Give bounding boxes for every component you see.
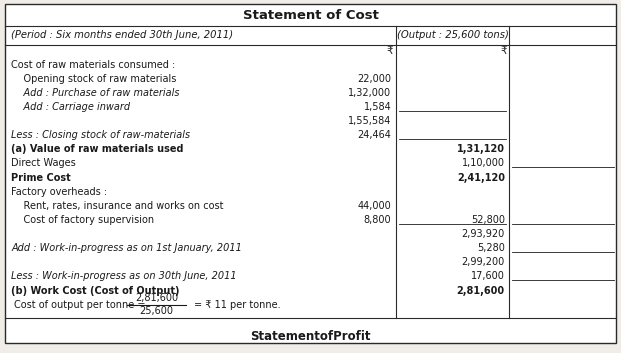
Text: Less : Work-in-progress as on 30th June, 2011: Less : Work-in-progress as on 30th June,… [11, 271, 237, 281]
Text: 5,280: 5,280 [477, 243, 505, 253]
Text: 1,10,000: 1,10,000 [462, 158, 505, 168]
Text: 24,464: 24,464 [357, 130, 391, 140]
Text: Add : Work-in-progress as on 1st January, 2011: Add : Work-in-progress as on 1st January… [11, 243, 242, 253]
Text: StatementofProfit: StatementofProfit [250, 330, 371, 342]
Text: Cost of raw materials consumed :: Cost of raw materials consumed : [11, 60, 175, 70]
Text: 1,31,120: 1,31,120 [457, 144, 505, 154]
Text: (Output : 25,600 tons): (Output : 25,600 tons) [397, 30, 509, 40]
Text: 2,93,920: 2,93,920 [461, 229, 505, 239]
Text: 1,55,584: 1,55,584 [348, 116, 391, 126]
Text: 17,600: 17,600 [471, 271, 505, 281]
Text: 8,800: 8,800 [364, 215, 391, 225]
Text: Cost of factory supervision: Cost of factory supervision [11, 215, 154, 225]
Text: = ₹ 11 per tonne.: = ₹ 11 per tonne. [194, 300, 280, 310]
Text: Rent, rates, insurance and works on cost: Rent, rates, insurance and works on cost [11, 201, 224, 211]
Text: ₹: ₹ [500, 46, 507, 56]
Text: 44,000: 44,000 [358, 201, 391, 211]
Text: 2,81,600: 2,81,600 [457, 286, 505, 295]
Text: 1,32,000: 1,32,000 [348, 88, 391, 98]
Text: (a) Value of raw materials used: (a) Value of raw materials used [11, 144, 184, 154]
Text: 22,000: 22,000 [357, 74, 391, 84]
Text: (Period : Six months ended 30th June, 2011): (Period : Six months ended 30th June, 20… [11, 30, 233, 40]
Text: Add : Carriage inward: Add : Carriage inward [11, 102, 130, 112]
FancyBboxPatch shape [5, 4, 616, 343]
Text: Prime Cost: Prime Cost [11, 173, 71, 183]
Text: Direct Wages: Direct Wages [11, 158, 76, 168]
Text: Less : Closing stock of raw-materials: Less : Closing stock of raw-materials [11, 130, 190, 140]
Text: 2,41,120: 2,41,120 [457, 173, 505, 183]
Text: (b) Work Cost (Cost of Output): (b) Work Cost (Cost of Output) [11, 286, 179, 295]
Text: 2,99,200: 2,99,200 [461, 257, 505, 267]
Text: ₹: ₹ [386, 46, 393, 56]
Text: Cost of output per tonne =: Cost of output per tonne = [14, 300, 148, 310]
Text: 1,584: 1,584 [363, 102, 391, 112]
Text: 25,600: 25,600 [140, 306, 173, 316]
Text: 52,800: 52,800 [471, 215, 505, 225]
Text: Factory overheads :: Factory overheads : [11, 187, 107, 197]
Text: Add : Purchase of raw materials: Add : Purchase of raw materials [11, 88, 179, 98]
Text: 2,81,600: 2,81,600 [135, 293, 178, 303]
Text: Opening stock of raw materials: Opening stock of raw materials [11, 74, 176, 84]
Text: Statement of Cost: Statement of Cost [243, 9, 378, 22]
